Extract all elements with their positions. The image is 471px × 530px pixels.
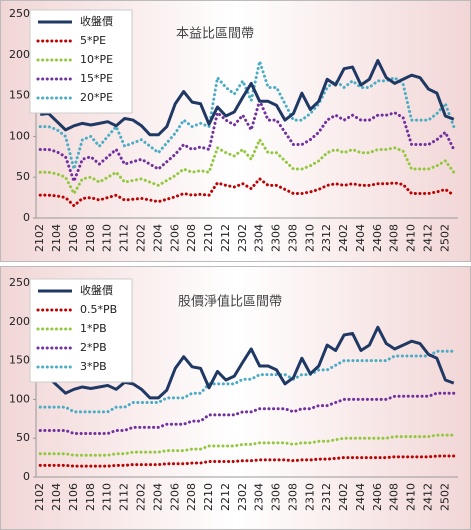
chart-title: 本益比區間帶 bbox=[176, 27, 254, 42]
x-tick-label: 2210 bbox=[202, 483, 215, 511]
series-line bbox=[38, 349, 456, 414]
x-tick-label: 2204 bbox=[151, 224, 164, 252]
x-tick-label: 2102 bbox=[33, 483, 46, 511]
y-tick-label: 0 bbox=[23, 211, 30, 224]
y-tick-label: 100 bbox=[9, 392, 30, 405]
x-tick-label: 2410 bbox=[405, 483, 418, 511]
series-line bbox=[38, 138, 456, 196]
x-tick-label: 2212 bbox=[219, 224, 232, 252]
y-tick-label: 150 bbox=[9, 89, 30, 102]
x-tick-label: 2302 bbox=[236, 483, 249, 511]
series-line bbox=[38, 59, 456, 171]
x-tick-label: 2402 bbox=[337, 483, 350, 511]
x-tick-label: 2108 bbox=[84, 224, 97, 252]
x-tick-label: 2406 bbox=[371, 224, 384, 252]
x-tick-label: 2410 bbox=[405, 224, 418, 252]
x-tick-label: 2110 bbox=[101, 483, 114, 511]
x-tick-label: 2404 bbox=[354, 224, 367, 252]
x-tick-label: 2106 bbox=[67, 483, 80, 511]
x-tick-label: 2204 bbox=[151, 483, 164, 511]
y-tick-label: 200 bbox=[9, 315, 30, 328]
series-line bbox=[38, 177, 456, 208]
y-tick-label: 250 bbox=[9, 7, 30, 20]
series-line bbox=[38, 454, 456, 468]
x-tick-label: 2402 bbox=[337, 224, 350, 252]
x-tick-label: 2104 bbox=[50, 224, 63, 252]
x-tick-label: 2210 bbox=[202, 224, 215, 252]
chart-title: 股價淨值比區間帶 bbox=[178, 294, 282, 310]
x-tick-label: 2112 bbox=[118, 224, 131, 252]
x-tick-label: 2502 bbox=[438, 483, 451, 511]
x-tick-label: 2408 bbox=[388, 224, 401, 252]
x-tick-label: 2108 bbox=[84, 483, 97, 511]
x-tick-label: 2412 bbox=[421, 224, 434, 252]
y-tick-label: 100 bbox=[9, 129, 30, 142]
series-line bbox=[40, 325, 455, 400]
series-line bbox=[40, 59, 455, 137]
x-tick-label: 2412 bbox=[421, 483, 434, 511]
x-tick-label: 2408 bbox=[388, 483, 401, 511]
legend-label: 1*PB bbox=[80, 322, 107, 335]
x-tick-label: 2208 bbox=[185, 224, 198, 252]
x-tick-label: 2206 bbox=[168, 224, 181, 252]
x-tick-label: 2502 bbox=[438, 224, 451, 252]
legend-label: 2*PB bbox=[80, 341, 107, 354]
x-tick-label: 2308 bbox=[286, 483, 299, 511]
x-tick-label: 2404 bbox=[354, 483, 367, 511]
legend-label: 10*PE bbox=[80, 53, 113, 66]
legend-label: 15*PE bbox=[80, 72, 113, 85]
y-tick-label: 50 bbox=[16, 431, 30, 444]
x-tick-label: 2306 bbox=[270, 224, 283, 252]
y-tick-label: 0 bbox=[23, 470, 30, 483]
x-tick-label: 2102 bbox=[33, 224, 46, 252]
x-tick-label: 2202 bbox=[135, 224, 148, 252]
legend-label: 收盤價 bbox=[80, 283, 113, 297]
legend-label: 收盤價 bbox=[80, 14, 113, 28]
series-line bbox=[38, 433, 456, 457]
series-line bbox=[38, 98, 456, 183]
x-tick-label: 2212 bbox=[219, 483, 232, 511]
series-line bbox=[38, 391, 456, 436]
x-tick-label: 2406 bbox=[371, 483, 384, 511]
x-tick-label: 2304 bbox=[253, 483, 266, 511]
x-tick-label: 2312 bbox=[320, 483, 333, 511]
y-tick-label: 250 bbox=[9, 276, 30, 289]
x-tick-label: 2106 bbox=[67, 224, 80, 252]
x-tick-label: 2310 bbox=[303, 483, 316, 511]
legend-box bbox=[29, 278, 133, 383]
x-tick-label: 2304 bbox=[253, 224, 266, 252]
y-tick-label: 150 bbox=[9, 354, 30, 367]
y-tick-label: 200 bbox=[9, 48, 30, 61]
legend-label: 0.5*PB bbox=[80, 303, 117, 316]
legend-label: 3*PB bbox=[80, 360, 107, 373]
x-tick-label: 2302 bbox=[236, 224, 249, 252]
y-tick-label: 50 bbox=[16, 170, 30, 183]
x-tick-label: 2308 bbox=[286, 224, 299, 252]
x-tick-label: 2202 bbox=[135, 483, 148, 511]
legend-label: 5*PE bbox=[80, 34, 106, 47]
x-tick-label: 2104 bbox=[50, 483, 63, 511]
x-tick-label: 2306 bbox=[270, 483, 283, 511]
legend-label: 20*PE bbox=[80, 91, 113, 104]
x-tick-label: 2206 bbox=[168, 483, 181, 511]
x-tick-label: 2112 bbox=[118, 483, 131, 511]
legend-box bbox=[29, 9, 133, 114]
x-tick-label: 2208 bbox=[185, 483, 198, 511]
x-tick-label: 2312 bbox=[320, 224, 333, 252]
x-tick-label: 2310 bbox=[303, 224, 316, 252]
x-tick-label: 2110 bbox=[101, 224, 114, 252]
